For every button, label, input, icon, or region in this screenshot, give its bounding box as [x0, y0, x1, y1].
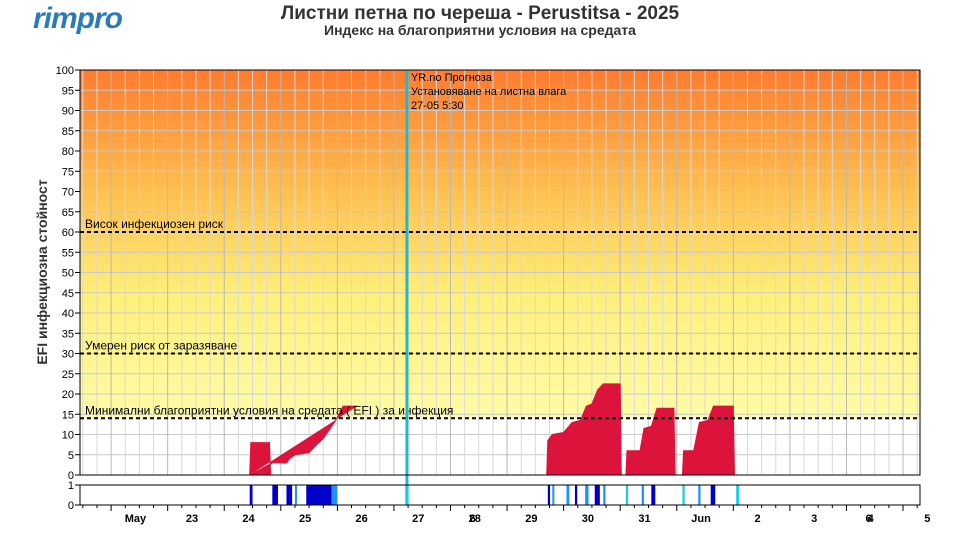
y-tick-label: 65	[62, 207, 74, 219]
y-tick-label: 75	[62, 166, 74, 178]
y-tick-label: 25	[62, 369, 74, 381]
x-tick-label: 2	[755, 513, 761, 525]
x-tick-label: 27	[412, 513, 424, 525]
wetness-band	[286, 485, 293, 505]
x-tick-label: 5	[924, 513, 930, 525]
y-tick-label: 5	[68, 450, 74, 462]
risk-gradient	[80, 70, 920, 419]
y-tick-label: 20	[62, 389, 74, 401]
y-tick-label: 55	[62, 247, 74, 259]
y-tick-label: 10	[62, 430, 74, 442]
forecast-label: 27-05 5:30	[411, 100, 464, 112]
chart-title: Листни петна по череша - Perustitsa - 20…	[280, 3, 680, 24]
wetness-band	[249, 485, 253, 505]
wetness-background	[80, 485, 920, 505]
efi-area-series	[249, 383, 736, 476]
x-tick-label: 28	[469, 513, 481, 525]
x-tick-label: 6	[470, 513, 476, 525]
x-tick-label: May	[125, 513, 147, 525]
x-tick-label: Jun	[691, 513, 711, 525]
x-tick-label: 6	[866, 513, 872, 525]
threshold-label: Умерен риск от заразяване	[85, 339, 237, 353]
wetness-y-tick-label: 0	[68, 500, 74, 512]
wetness-band	[625, 485, 629, 505]
y-axis-label: EFI инфекциозна стойност	[34, 179, 50, 364]
wetness-band	[736, 485, 739, 505]
y-tick-label: 0	[68, 470, 74, 482]
wetness-band	[594, 485, 600, 505]
wetness-band	[272, 485, 278, 505]
x-tick-label: 23	[186, 513, 198, 525]
forecast-label: YR.no Прогноза	[411, 72, 493, 84]
wetness-band	[331, 485, 338, 505]
wetness-band	[574, 485, 578, 505]
main-plot-area: 0 5 10 15 20 25 30 35 40 45 50 55 60 65 70 75 80 85 90 95 10…	[56, 65, 921, 505]
x-tick-label: 26	[356, 513, 368, 525]
wetness-band	[294, 485, 297, 505]
threshold-label: Минимални благоприятни условия на средат…	[85, 403, 453, 417]
y-tick-label: 45	[62, 288, 74, 300]
wetness-band	[585, 485, 589, 505]
wetness-band	[547, 485, 551, 505]
x-tick-label: 3	[811, 513, 817, 525]
x-tick-label: 29	[525, 513, 537, 525]
x-tick-label: 4	[868, 513, 875, 525]
wetness-band	[710, 485, 716, 505]
wetness-band	[641, 485, 644, 505]
x-tick-label: 30	[582, 513, 594, 525]
wetness-band	[651, 485, 656, 505]
y-tick-label: 60	[62, 227, 74, 239]
y-tick-label: 95	[62, 85, 74, 97]
x-tick-label: 31	[638, 513, 650, 525]
x-tick-label: 25	[299, 513, 311, 525]
wetness-band	[603, 485, 606, 505]
y-tick-label: 15	[62, 409, 74, 421]
chart-subtitle: Индекс на благоприятни условия на средат…	[324, 22, 636, 38]
wetness-band	[698, 485, 701, 505]
x-tick-label: 24	[242, 513, 255, 525]
y-tick-label: 35	[62, 328, 74, 340]
y-tick-label: 80	[62, 146, 74, 158]
y-tick-label: 85	[62, 126, 74, 138]
y-tick-label: 90	[62, 106, 74, 118]
rimpro-logo: rimpro	[33, 2, 123, 35]
wetness-border	[79, 484, 921, 506]
wetness-band	[405, 485, 409, 505]
y-tick-label: 50	[62, 268, 74, 280]
wetness-band	[566, 485, 570, 505]
y-tick-label: 30	[62, 349, 74, 361]
wetness-band	[306, 485, 332, 505]
y-tick-label: 100	[56, 65, 74, 77]
plot-border	[79, 69, 921, 476]
threshold-label: Висок инфекциозен риск	[85, 217, 224, 231]
wetness-band	[552, 485, 555, 505]
y-tick-label: 40	[62, 308, 74, 320]
wetness-y-tick-label: 1	[68, 480, 74, 492]
forecast-label: Установяване на листна влага	[411, 86, 567, 98]
wetness-band	[682, 485, 685, 505]
y-tick-label: 70	[62, 187, 74, 199]
